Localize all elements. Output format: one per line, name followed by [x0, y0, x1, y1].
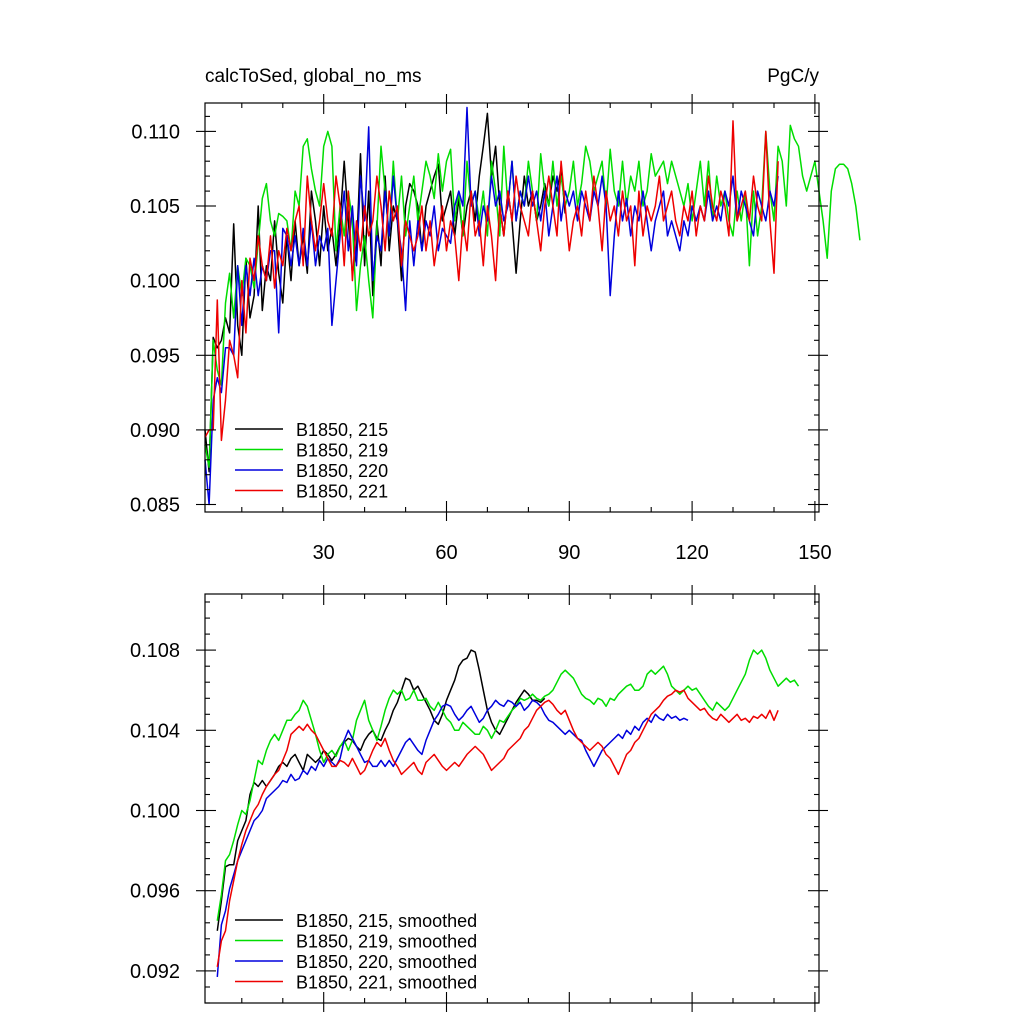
bottom-y-tick-label: 0.100 — [130, 801, 180, 823]
top-panel: calcToSed, global_no_ms PgC/y 30 60 90 120 1… — [130, 66, 861, 564]
top-y-tick-label: 0.090 — [130, 420, 180, 442]
bottom-y-tick-label: 0.092 — [130, 961, 180, 983]
bottom-y-tick-label: 0.108 — [130, 640, 180, 662]
bottom-panel: 0.092 0.096 0.100 0.104 0.108 B1850, 215, sm… — [130, 585, 828, 1012]
top-plot-frame — [204, 102, 820, 513]
bottom-axis-ticks: 0.092 0.096 0.100 0.104 0.108 — [130, 585, 828, 1012]
top-series-line-2 — [204, 124, 861, 468]
bottom-y-tick-label: 0.096 — [130, 881, 180, 903]
bottom-series-group — [216, 649, 800, 977]
top-series-line-3 — [204, 106, 779, 506]
top-series-line-4 — [204, 120, 779, 442]
bottom-legend-label-1: B1850, 215, smoothed — [296, 911, 477, 931]
top-legend-label-2: B1850, 219 — [296, 441, 388, 461]
bottom-series-line-3 — [216, 699, 689, 977]
bottom-legend-label-3: B1850, 220, smoothed — [296, 952, 477, 972]
top-x-tick-label: 30 — [313, 542, 335, 564]
top-series-group — [204, 106, 861, 506]
bottom-legend-label-2: B1850, 219, smoothed — [296, 932, 477, 952]
top-y-tick-label: 0.110 — [131, 121, 180, 143]
top-axis-ticks: 30 60 90 120 150 0.085 0.090 0.095 0.100 0.105 0.1… — [130, 94, 832, 564]
top-y-tick-label: 0.105 — [130, 196, 180, 218]
top-legend-label-4: B1850, 221 — [296, 482, 388, 502]
top-legend-label-1: B1850, 215 — [296, 420, 388, 440]
top-title: calcToSed, global_no_ms — [205, 66, 422, 87]
top-y-tick-label: 0.085 — [130, 495, 180, 517]
top-x-tick-label: 150 — [798, 542, 831, 564]
bottom-plot-frame — [204, 593, 820, 1004]
top-x-tick-label: 120 — [675, 542, 708, 564]
bottom-series-line-4 — [216, 689, 779, 968]
top-y-tick-label: 0.095 — [130, 345, 180, 367]
bottom-y-tick-label: 0.104 — [130, 720, 180, 742]
bottom-series-line-1 — [216, 649, 546, 931]
top-x-tick-label: 60 — [435, 542, 457, 564]
top-y-tick-label: 0.100 — [130, 271, 180, 293]
bottom-legend-label-4: B1850, 221, smoothed — [296, 973, 477, 993]
top-units: PgC/y — [767, 66, 819, 87]
top-legend-label-3: B1850, 220 — [296, 461, 388, 481]
bottom-series-line-2 — [216, 649, 800, 921]
top-x-tick-label: 90 — [558, 542, 580, 564]
